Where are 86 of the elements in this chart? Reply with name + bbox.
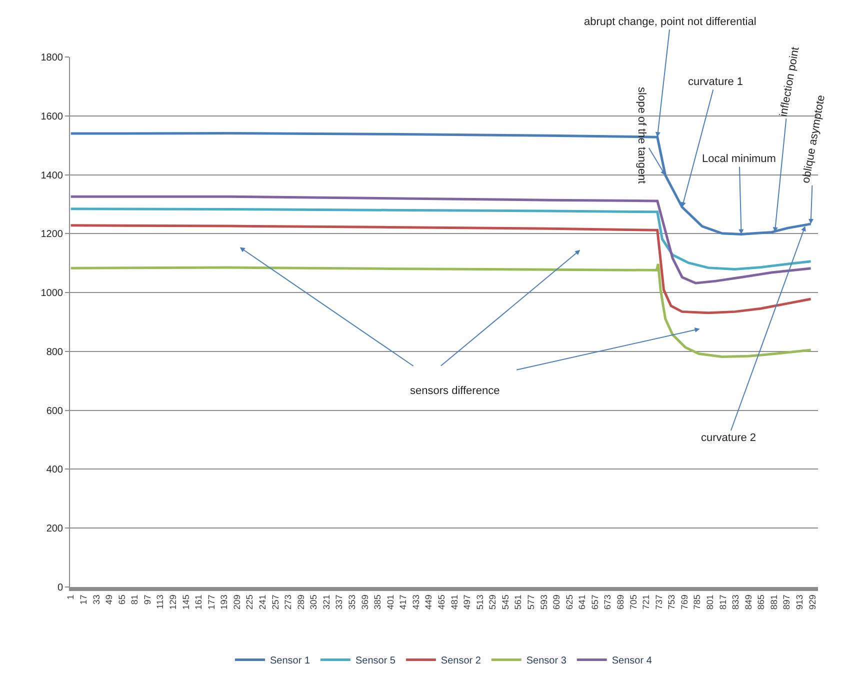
x-tick-label: 801: [705, 594, 716, 610]
y-tick-label: 800: [46, 346, 64, 358]
x-tick-label: 577: [526, 594, 536, 610]
x-tick-label: 753: [666, 594, 677, 610]
y-tick-label: 1400: [40, 170, 64, 182]
x-tick-label: 33: [91, 594, 102, 605]
x-tick-label: 721: [641, 594, 652, 610]
x-tick-label: 129: [168, 594, 178, 610]
legend-label: Sensor 5: [355, 656, 396, 667]
line-series: [70, 224, 812, 314]
x-tick-label: 17: [78, 594, 89, 605]
annotation: oblique asymptote: [800, 94, 828, 184]
line-series: [70, 262, 812, 358]
line-series: [70, 195, 812, 284]
x-tick-label: 337: [334, 594, 344, 610]
legend-label: Sensor 1: [270, 656, 310, 667]
legend-label: Sensor 2: [440, 656, 482, 667]
y-tick-label: 1600: [40, 111, 64, 122]
annotation: Local minimum: [702, 153, 776, 165]
x-tick-label: 113: [155, 594, 166, 609]
x-tick-label: 401: [385, 594, 396, 610]
x-tick-label: 193: [219, 594, 230, 610]
x-tick-label: 257: [270, 594, 280, 610]
x-tick-label: 545: [500, 594, 510, 610]
y-tick-label: 400: [46, 464, 64, 476]
x-tick-label: 673: [602, 594, 613, 610]
x-tick-label: 929: [807, 594, 818, 610]
annotation: abrupt change, point not differential: [584, 16, 756, 28]
x-tick-label: 145: [180, 594, 191, 610]
x-tick-label: 433: [410, 594, 421, 610]
annotation: slope of the tangent: [636, 87, 648, 184]
annotation: inflection point: [778, 46, 802, 118]
x-tick-label: 849: [743, 594, 754, 610]
x-tick-label: 609: [552, 594, 562, 610]
x-tick-label: 417: [398, 594, 408, 610]
x-tick-label: 497: [462, 594, 472, 610]
x-tick-label: 49: [104, 594, 114, 605]
annotation: sensors difference: [410, 385, 500, 397]
x-tick-label: 289: [296, 594, 306, 610]
legend-label: Sensor 4: [612, 656, 652, 667]
y-tick-label: 1000: [40, 288, 64, 300]
x-tick-label: 513: [474, 594, 485, 610]
x-tick-label: 449: [424, 594, 434, 610]
x-tick-label: 913: [794, 594, 805, 610]
x-tick-label: 1: [66, 594, 76, 600]
x-tick-label: 881: [768, 594, 779, 610]
x-tick-label: 481: [449, 594, 460, 610]
x-tick-label: 657: [590, 594, 600, 610]
y-tick-label: 1200: [40, 229, 64, 240]
line-series: [70, 208, 812, 271]
x-tick-label: 769: [679, 594, 690, 610]
x-tick-label: 241: [258, 594, 268, 610]
x-tick-label: 321: [321, 594, 332, 610]
x-tick-label: 465: [436, 594, 447, 610]
x-tick-label: 865: [756, 594, 766, 610]
x-tick-label: 97: [142, 594, 152, 605]
x-tick-label: 161: [194, 594, 204, 610]
x-tick-label: 641: [577, 594, 588, 610]
x-tick-label: 209: [232, 594, 242, 610]
x-tick-label: 833: [730, 594, 741, 610]
legend-label: Sensor 3: [526, 656, 567, 667]
x-tick-label: 785: [692, 594, 702, 610]
y-tick-label: 200: [46, 524, 64, 535]
x-tick-label: 353: [347, 594, 358, 610]
x-tick-label: 81: [130, 594, 140, 605]
x-tick-label: 737: [654, 594, 664, 610]
annotation: curvature 1: [688, 76, 744, 88]
x-tick-label: 529: [488, 594, 498, 610]
x-tick-label: 177: [206, 594, 216, 610]
x-tick-label: 897: [782, 594, 792, 610]
y-tick-label: 0: [57, 582, 64, 594]
y-tick-label: 1800: [40, 52, 64, 64]
x-tick-label: 385: [372, 594, 383, 610]
x-tick-label: 561: [513, 594, 524, 610]
x-tick-label: 369: [360, 594, 370, 610]
x-tick-label: 65: [116, 594, 127, 605]
x-tick-label: 225: [244, 594, 255, 610]
x-tick-label: 625: [564, 594, 574, 610]
x-tick-label: 689: [616, 594, 626, 610]
x-tick-label: 305: [308, 594, 319, 610]
x-tick-label: 273: [283, 594, 294, 610]
annotation: curvature 2: [701, 432, 756, 444]
x-tick-label: 817: [718, 594, 728, 610]
x-tick-label: 705: [628, 594, 638, 610]
x-tick-label: 593: [538, 594, 549, 610]
y-tick-label: 600: [46, 406, 64, 417]
